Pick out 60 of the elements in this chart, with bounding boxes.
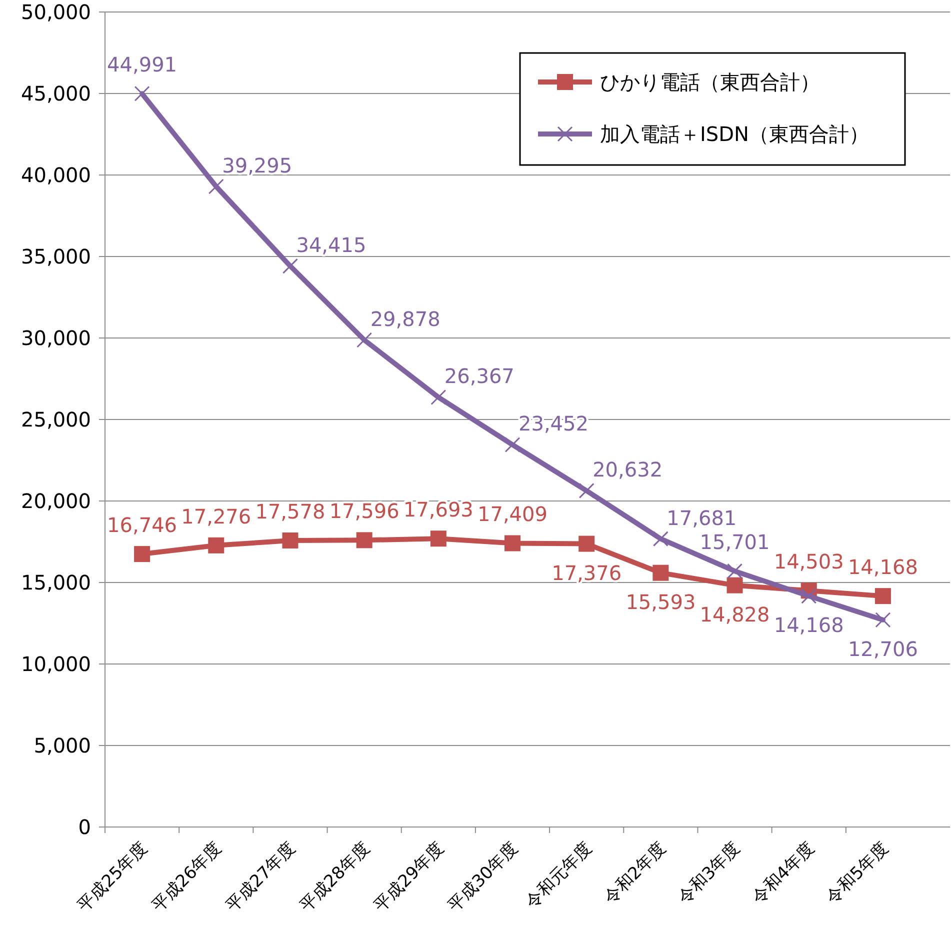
point xyxy=(282,532,298,548)
y-tick-label: 5,000 xyxy=(34,734,91,758)
point xyxy=(208,178,224,194)
point xyxy=(208,537,224,554)
data-label: 16,746 xyxy=(107,513,178,538)
y-tick-label: 10,000 xyxy=(21,652,91,676)
point xyxy=(282,258,298,274)
legend-label: ひかり電話（東西合計） xyxy=(600,70,820,94)
data-label: 29,878 xyxy=(370,306,440,331)
point xyxy=(578,536,595,552)
data-label: 20,632 xyxy=(592,458,663,482)
point xyxy=(727,563,743,579)
point xyxy=(874,588,891,604)
data-label: 17,693 xyxy=(403,498,474,522)
x-tick-label: 令和4年度 xyxy=(748,838,818,908)
data-label: 15,593 xyxy=(626,590,696,614)
point xyxy=(356,532,372,548)
point xyxy=(875,612,891,628)
point xyxy=(504,535,520,552)
x-tick-label: 令和5年度 xyxy=(822,838,892,908)
y-tick-label: 20,000 xyxy=(21,489,91,513)
data-label: 39,295 xyxy=(222,153,292,178)
point xyxy=(726,577,743,594)
data-label: 17,681 xyxy=(666,506,737,530)
y-tick-label: 45,000 xyxy=(21,82,91,106)
point xyxy=(578,482,594,498)
data-label: 14,168 xyxy=(774,613,844,638)
data-label: 12,706 xyxy=(848,636,918,661)
point xyxy=(430,530,446,547)
x-tick-label: 令和3年度 xyxy=(674,838,744,908)
point xyxy=(356,332,372,348)
data-label: 34,415 xyxy=(296,233,366,258)
data-label: 17,409 xyxy=(478,502,548,526)
data-label: 17,578 xyxy=(255,499,326,524)
x-tick-label: 令和2年度 xyxy=(600,838,670,908)
y-tick-label: 40,000 xyxy=(21,163,91,187)
data-label: 17,376 xyxy=(552,560,622,585)
point xyxy=(504,436,520,452)
data-label: 14,503 xyxy=(774,550,844,574)
y-tick-label: 0 xyxy=(78,815,91,839)
data-label: 14,828 xyxy=(700,602,770,626)
data-label: 17,276 xyxy=(181,504,252,528)
data-label: 17,596 xyxy=(329,499,400,524)
y-tick-label: 25,000 xyxy=(21,408,91,432)
point xyxy=(134,86,150,102)
point xyxy=(430,389,446,405)
y-tick-label: 15,000 xyxy=(21,570,91,594)
data-label: 15,701 xyxy=(700,530,770,554)
y-tick-label: 50,000 xyxy=(21,0,91,24)
point xyxy=(801,588,817,604)
data-label: 44,991 xyxy=(107,52,178,77)
point xyxy=(652,564,669,581)
y-tick-label: 35,000 xyxy=(21,244,91,268)
point xyxy=(134,546,150,562)
legend-label: 加入電話＋ISDN（東西合計） xyxy=(600,122,869,146)
data-label: 14,168 xyxy=(848,555,918,580)
data-label: 26,367 xyxy=(444,364,514,388)
x-tick-label: 令和元年度 xyxy=(522,838,596,913)
point xyxy=(652,531,668,547)
y-tick-label: 30,000 xyxy=(21,326,91,350)
